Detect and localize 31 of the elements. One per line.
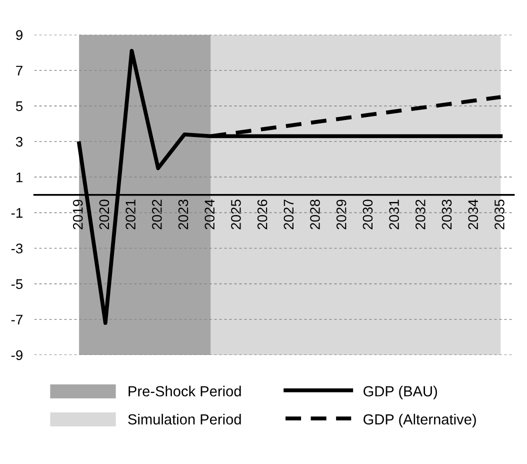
- x-tick-label: 2028: [310, 200, 320, 230]
- legend-label: Simulation Period: [128, 414, 241, 425]
- y-tick-label: -3: [11, 244, 23, 254]
- x-tick-label: 2033: [442, 200, 452, 230]
- legend-label: Pre-Shock Period: [128, 386, 241, 396]
- x-tick-label: 2022: [152, 200, 162, 230]
- x-tick-label: 2020: [99, 200, 110, 230]
- y-tick-label: -9: [11, 350, 22, 360]
- x-tick-label: 2026: [257, 200, 268, 230]
- y-tick-label: 1: [16, 172, 22, 182]
- x-tick-label: 2024: [204, 199, 215, 230]
- x-tick-label: 2019: [72, 200, 83, 230]
- x-tick-label: 2032: [415, 200, 426, 230]
- x-tick-label: 2030: [362, 200, 373, 230]
- x-tick-label: 2027: [284, 200, 294, 230]
- legend-label: GDP (BAU): [364, 386, 437, 400]
- x-tick-label: 2035: [494, 200, 504, 230]
- y-tick-label: -7: [11, 314, 22, 324]
- y-tick-label: -1: [11, 208, 22, 218]
- x-tick-label: 2034: [468, 199, 478, 230]
- y-tick-label: -5: [11, 279, 23, 289]
- y-tick-label: 7: [16, 66, 22, 76]
- y-tick-label: 9: [16, 30, 22, 40]
- x-tick-label: 2031: [389, 200, 399, 230]
- x-tick-label: 2021: [126, 200, 136, 230]
- x-tick-label: 2025: [231, 200, 241, 230]
- x-tick-label: 2029: [336, 200, 346, 230]
- legend-label: GDP (Alternative): [364, 414, 476, 428]
- y-tick-label: 3: [16, 136, 23, 147]
- y-tick-label: 5: [16, 101, 23, 112]
- x-tick-label: 2023: [178, 200, 188, 230]
